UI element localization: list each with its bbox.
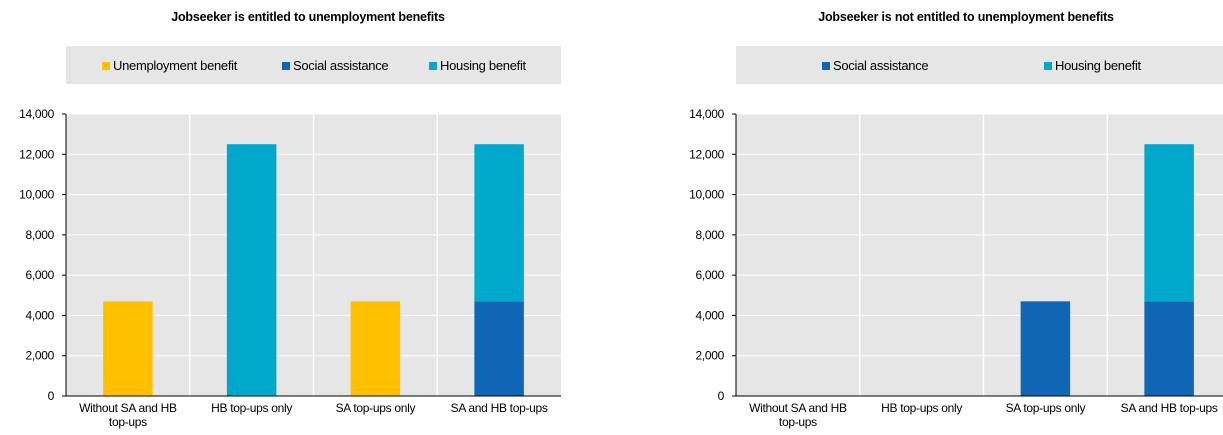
- x-tick-label: top-ups: [109, 415, 147, 429]
- y-tick-label: 10,000: [19, 188, 55, 202]
- x-tick-label: Without SA and HB: [79, 401, 177, 415]
- chart-title: Jobseeker is entitled to unemployment be…: [171, 10, 445, 24]
- chart-panel-entitled: Jobseeker is entitled to unemployment be…: [0, 0, 580, 435]
- y-tick-label: 2,000: [695, 349, 724, 363]
- y-tick-label: 6,000: [695, 268, 724, 282]
- x-tick-label: HB top-ups only: [211, 401, 292, 415]
- bar-chart-entitled: 0 2,000 4,000 6,000 8,000 10,000 12,000 14,000 W…: [19, 107, 561, 429]
- legend-label: Social assistance: [833, 58, 929, 73]
- plot-area: [736, 114, 1223, 396]
- y-tick-label: 14,000: [19, 107, 55, 121]
- legend-swatch: [1044, 61, 1052, 70]
- legend-item-housing-benefit: Housing benefit: [429, 58, 526, 73]
- bar: [474, 301, 524, 396]
- y-tick-label: 14,000: [689, 107, 725, 121]
- y-tick-label: 4,000: [25, 308, 54, 322]
- bar: [103, 301, 153, 396]
- legend-item-social-assistance: Social assistance: [282, 58, 389, 73]
- y-tick-label: 10,000: [689, 188, 725, 202]
- bar: [350, 301, 401, 396]
- legend-swatch: [282, 61, 290, 70]
- bar: [226, 144, 277, 396]
- legend-label: Housing benefit: [1055, 58, 1141, 73]
- legend-label: Social assistance: [293, 58, 389, 73]
- legend-swatch: [822, 61, 830, 70]
- bar: [1020, 301, 1071, 396]
- legend-item-housing-benefit: Housing benefit: [1044, 58, 1141, 73]
- y-tick-label: 8,000: [25, 228, 54, 242]
- bar: [474, 144, 524, 302]
- legend-label: Unemployment benefit: [113, 58, 238, 73]
- legend-item-social-assistance: Social assistance: [822, 58, 929, 73]
- bar: [1144, 144, 1194, 302]
- x-tick-label: SA and HB top-ups: [1121, 401, 1218, 415]
- y-tick-label: 2,000: [25, 349, 54, 363]
- chart-legend: Unemployment benefit Social assistance H…: [66, 46, 561, 84]
- y-tick-label: 4,000: [695, 308, 724, 322]
- chart-legend: Social assistance Housing benefit: [736, 46, 1223, 84]
- y-tick-label: 0: [48, 389, 55, 403]
- bar-chart-not-entitled: 0 2,000 4,000 6,000 8,000 10,000 12,000 14,000 W…: [689, 107, 1223, 429]
- y-tick-label: 0: [718, 389, 725, 403]
- y-tick-label: 12,000: [19, 147, 55, 161]
- chart-title: Jobseeker is not entitled to unemploymen…: [818, 10, 1114, 24]
- legend-label: Housing benefit: [440, 58, 526, 73]
- legend-swatch: [429, 61, 437, 70]
- chart-panel-not-entitled: Jobseeker is not entitled to unemploymen…: [670, 0, 1223, 435]
- x-tick-label: Without SA and HB: [749, 401, 847, 415]
- legend-swatch: [102, 61, 110, 70]
- legend-item-unemployment-benefit: Unemployment benefit: [102, 58, 237, 73]
- x-tick-label: SA top-ups only: [1006, 401, 1086, 415]
- y-tick-label: 8,000: [695, 228, 724, 242]
- x-tick-label: top-ups: [779, 415, 817, 429]
- bar: [1144, 301, 1194, 396]
- x-tick-label: HB top-ups only: [881, 401, 962, 415]
- x-tick-label: SA and HB top-ups: [451, 401, 548, 415]
- y-tick-label: 12,000: [689, 147, 725, 161]
- y-tick-label: 6,000: [25, 268, 54, 282]
- x-tick-label: SA top-ups only: [336, 401, 416, 415]
